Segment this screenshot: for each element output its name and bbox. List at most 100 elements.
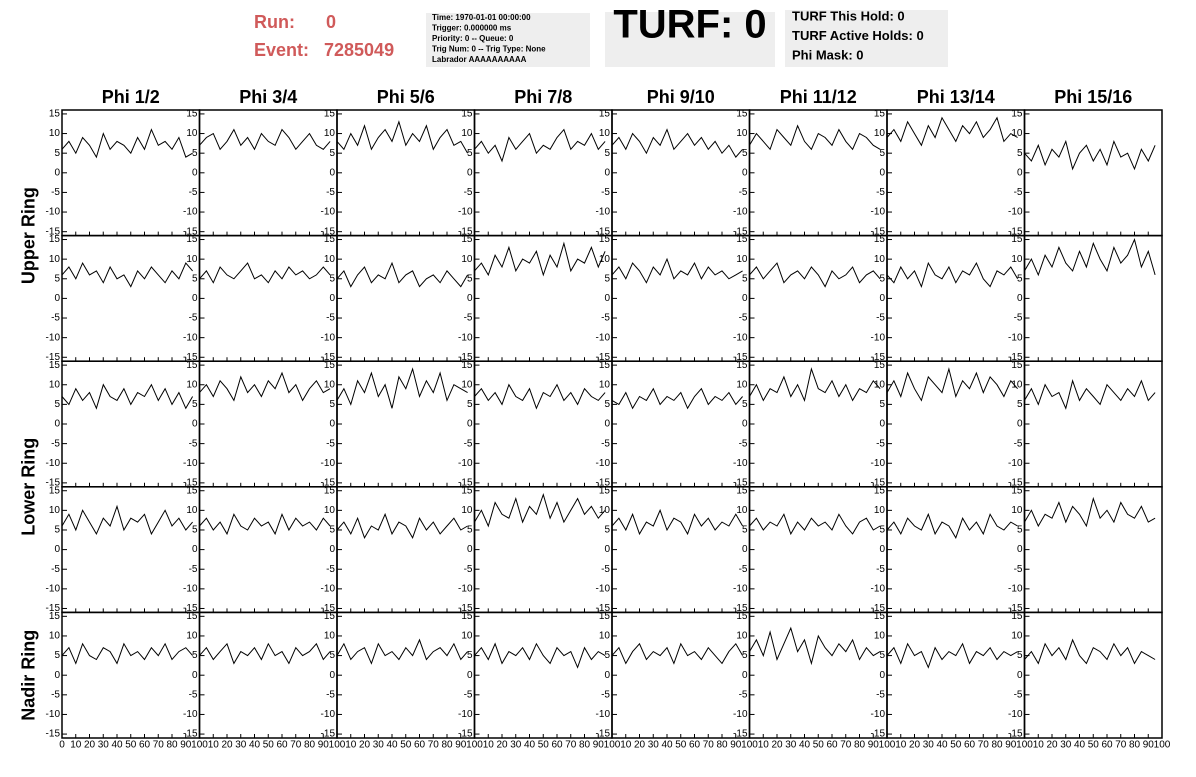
y-tick-label: 5	[1017, 273, 1023, 284]
waveform	[199, 128, 331, 151]
waveform	[1024, 638, 1156, 665]
waveform	[886, 261, 1019, 289]
x-tick-label: 100	[1154, 740, 1171, 751]
x-tick-label: 40	[249, 740, 261, 751]
y-tick-label: -10	[46, 709, 61, 720]
y-tick-label: 10	[49, 631, 61, 642]
x-tick-label: 30	[1060, 740, 1072, 751]
waveform	[749, 626, 881, 666]
y-tick-label: -10	[871, 709, 886, 720]
x-tick-label: 70	[428, 740, 440, 751]
y-tick-label: 10	[186, 128, 198, 139]
panel-frame	[198, 611, 338, 739]
panel-frame	[611, 611, 751, 739]
x-tick-label: 20	[1046, 740, 1058, 751]
y-tick-label: 10	[599, 631, 611, 642]
y-tick-label: -5	[189, 564, 198, 575]
y-tick-label: -15	[46, 226, 61, 237]
y-tick-label: 0	[329, 167, 335, 178]
x-tick-label: 90	[868, 740, 880, 751]
y-tick-label: -5	[1014, 564, 1023, 575]
y-tick-label: 10	[324, 505, 336, 516]
x-tick-label: 30	[235, 740, 247, 751]
x-tick-label: 70	[1115, 740, 1127, 751]
y-tick-label: 5	[879, 525, 885, 536]
y-tick-label: 5	[879, 273, 885, 284]
x-tick-label: 10	[1033, 740, 1045, 751]
y-tick-label: -15	[321, 478, 336, 489]
y-tick-label: -15	[321, 729, 336, 740]
y-tick-label: 15	[324, 360, 336, 371]
panel-frame	[473, 486, 613, 614]
y-tick-label: -5	[326, 187, 335, 198]
y-tick-label: 10	[461, 631, 473, 642]
waveform	[1024, 139, 1156, 171]
y-tick-label: 0	[604, 670, 610, 681]
x-tick-label: 80	[441, 740, 453, 751]
y-tick-label: 15	[324, 234, 336, 245]
y-tick-label: -5	[739, 187, 748, 198]
y-tick-label: 0	[467, 544, 473, 555]
y-tick-label: -5	[189, 187, 198, 198]
event-value: 7285049	[324, 40, 394, 60]
x-tick-label: 60	[276, 740, 288, 751]
x-tick-label: 70	[703, 740, 715, 751]
y-tick-label: 10	[599, 128, 611, 139]
x-tick-label: 30	[373, 740, 385, 751]
y-tick-label: -5	[326, 689, 335, 700]
x-tick-label: 10	[345, 740, 357, 751]
x-tick-label: 90	[318, 740, 330, 751]
x-tick-label: 0	[59, 740, 65, 751]
y-tick-label: -10	[183, 207, 198, 218]
y-tick-label: 15	[599, 485, 611, 496]
y-tick-label: 10	[736, 254, 748, 265]
y-tick-label: -5	[189, 689, 198, 700]
y-tick-label: -5	[739, 564, 748, 575]
x-tick-label: 10	[620, 740, 632, 751]
y-tick-label: 5	[742, 399, 748, 410]
panel-frame	[886, 109, 1026, 237]
x-tick-label: 70	[978, 740, 990, 751]
x-tick-label: 40	[799, 740, 811, 751]
waveform	[1024, 379, 1156, 410]
x-tick-label: 90	[1005, 740, 1017, 751]
y-tick-label: 15	[186, 234, 198, 245]
x-tick-label: 30	[98, 740, 110, 751]
panel-frame	[473, 109, 613, 237]
x-tick-label: 10	[70, 740, 82, 751]
y-tick-label: 15	[599, 611, 611, 622]
waveform	[1024, 496, 1156, 528]
y-tick-label: 15	[599, 360, 611, 371]
y-tick-label: -5	[601, 187, 610, 198]
x-tick-label: 80	[991, 740, 1003, 751]
y-tick-label: -5	[601, 564, 610, 575]
panel-frame	[748, 109, 888, 237]
y-tick-label: -10	[46, 583, 61, 594]
y-tick-label: -10	[871, 207, 886, 218]
y-tick-label: -5	[1014, 438, 1023, 449]
y-tick-label: 5	[192, 525, 198, 536]
waveform	[199, 512, 331, 536]
y-tick-label: 15	[324, 485, 336, 496]
y-tick-label: 15	[49, 485, 61, 496]
turf-info-line: TURF This Hold: 0	[792, 8, 905, 23]
y-tick-label: 0	[54, 670, 60, 681]
y-tick-label: -10	[321, 207, 336, 218]
y-tick-label: -10	[321, 709, 336, 720]
y-tick-label: -10	[46, 332, 61, 343]
x-tick-label: 70	[290, 740, 302, 751]
y-tick-label: 0	[742, 293, 748, 304]
x-tick-label: 90	[593, 740, 605, 751]
y-tick-label: 5	[192, 148, 198, 159]
y-tick-label: -15	[1008, 352, 1023, 363]
ring-label: Nadir Ring	[19, 630, 39, 721]
y-tick-label: 15	[599, 234, 611, 245]
waveform	[749, 124, 881, 151]
y-tick-label: -15	[183, 478, 198, 489]
y-tick-label: -15	[871, 226, 886, 237]
y-tick-label: 10	[49, 128, 61, 139]
x-tick-label: 60	[551, 740, 563, 751]
y-tick-label: 5	[329, 148, 335, 159]
x-tick-label: 20	[359, 740, 371, 751]
y-tick-label: 10	[324, 379, 336, 390]
